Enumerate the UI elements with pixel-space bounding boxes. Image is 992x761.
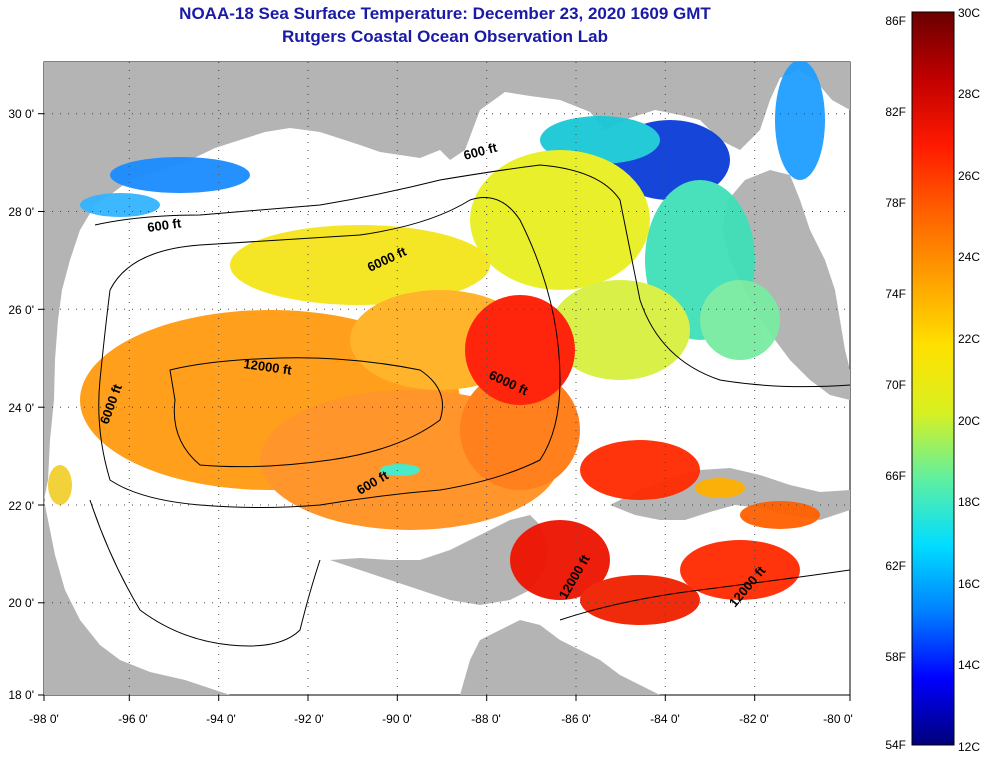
colorbar-c-label: 24C bbox=[958, 250, 980, 264]
sst-data-layer bbox=[48, 62, 825, 625]
lon-label: -92 0' bbox=[294, 712, 324, 726]
colorbar-f-label: 74F bbox=[885, 287, 906, 301]
colorbar-c-label: 20C bbox=[958, 414, 980, 428]
sst-patch-loop-current bbox=[465, 295, 575, 405]
longitude-labels: -98 0' -96 0' -94 0' -92 0' -90 0' -88 0… bbox=[29, 712, 853, 726]
us-gulf-coast-land bbox=[44, 62, 850, 500]
central-america-land bbox=[460, 620, 660, 695]
colorbar-c-labels: 30C 28C 26C 24C 22C 20C 18C 16C 14C 12C bbox=[958, 6, 980, 754]
bathymetry-contours bbox=[89, 164, 850, 647]
map-subtitle: Rutgers Coastal Ocean Observation Lab bbox=[282, 27, 608, 46]
colorbar-f-label: 66F bbox=[885, 469, 906, 483]
lon-label: -86 0' bbox=[561, 712, 591, 726]
colorbar-f-labels: 86F 82F 78F 74F 70F 66F 62F 58F 54F bbox=[885, 14, 906, 752]
contour-600ft-mexico bbox=[89, 499, 321, 647]
sst-patch-caribbean-east bbox=[680, 540, 800, 600]
lon-label: -90 0' bbox=[382, 712, 412, 726]
axis-ticks bbox=[38, 113, 851, 701]
yucatan-land bbox=[330, 515, 548, 605]
lon-label: -82 0' bbox=[739, 712, 769, 726]
lon-label: -88 0' bbox=[471, 712, 501, 726]
colorbar-f-label: 78F bbox=[885, 196, 906, 210]
sst-patch-mexico-coast bbox=[48, 465, 72, 505]
sst-patch-eastern-basin bbox=[460, 370, 580, 490]
lon-label: -94 0' bbox=[206, 712, 236, 726]
florida-land bbox=[722, 62, 850, 400]
lon-label: -96 0' bbox=[118, 712, 148, 726]
mexico-land bbox=[44, 500, 230, 695]
lat-label: 28 0' bbox=[8, 205, 34, 219]
colorbar-f-label: 86F bbox=[885, 14, 906, 28]
sst-patch-atlantic-fl bbox=[775, 62, 825, 180]
lon-label: -98 0' bbox=[29, 712, 59, 726]
sst-patch-sw-florida bbox=[700, 280, 780, 360]
lat-label: 18 0' bbox=[8, 688, 34, 702]
lon-label: -80 0' bbox=[823, 712, 853, 726]
colorbar-f-label: 62F bbox=[885, 559, 906, 573]
colorbar-c-label: 12C bbox=[958, 740, 980, 754]
colorbar-c-label: 26C bbox=[958, 169, 980, 183]
sst-patch-caribbean-west bbox=[510, 520, 610, 600]
colorbar-f-label: 70F bbox=[885, 378, 906, 392]
latitude-labels: 30 0' 28 0' 26 0' 24 0' 22 0' 20 0' 18 0… bbox=[8, 107, 34, 702]
contour-12000ft bbox=[169, 357, 443, 468]
lat-label: 30 0' bbox=[8, 107, 34, 121]
contour-12000ft-caribbean bbox=[559, 569, 850, 621]
sst-patch-central-north bbox=[230, 225, 490, 305]
lon-label: -84 0' bbox=[650, 712, 680, 726]
lat-label: 26 0' bbox=[8, 303, 34, 317]
sst-patch-cuba-north bbox=[740, 501, 820, 529]
colorbar-c-label: 14C bbox=[958, 658, 980, 672]
contour-label: 600 ft bbox=[146, 215, 182, 235]
sst-patch-texas-nearshore bbox=[80, 193, 160, 217]
contour-6000ft bbox=[98, 197, 561, 508]
lat-label: 24 0' bbox=[8, 401, 34, 415]
lat-label: 20 0' bbox=[8, 596, 34, 610]
colorbar-f-label: 54F bbox=[885, 738, 906, 752]
lat-label: 22 0' bbox=[8, 499, 34, 513]
contour-600ft bbox=[94, 164, 850, 388]
colorbar-c-label: 18C bbox=[958, 495, 980, 509]
sst-patch-cuba-shelf bbox=[695, 478, 745, 498]
map-title: NOAA-18 Sea Surface Temperature: Decembe… bbox=[179, 4, 711, 23]
sst-patch-yucatan-channel bbox=[580, 440, 700, 500]
colorbar-c-label: 22C bbox=[958, 332, 980, 346]
sst-patch-east-central bbox=[550, 280, 690, 380]
colorbar-f-label: 58F bbox=[885, 650, 906, 664]
colorbar bbox=[911, 11, 955, 746]
sst-patch-texas-shelf bbox=[110, 157, 250, 193]
colorbar-c-label: 16C bbox=[958, 577, 980, 591]
contour-label: 12000 ft bbox=[243, 356, 294, 378]
colorbar-c-label: 28C bbox=[958, 87, 980, 101]
sst-patch-noise bbox=[380, 464, 420, 476]
colorbar-f-label: 82F bbox=[885, 105, 906, 119]
colorbar-c-label: 30C bbox=[958, 6, 980, 20]
sst-patch-caribbean-central bbox=[580, 575, 700, 625]
